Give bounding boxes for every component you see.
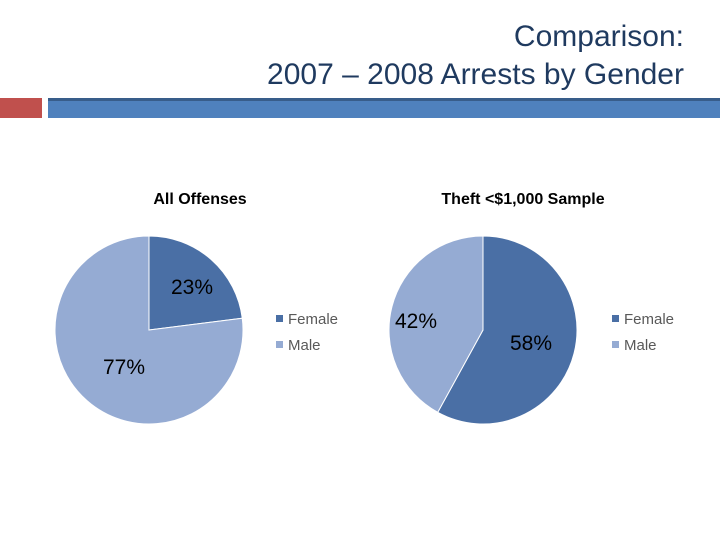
chart-2-legend-swatch-male — [612, 341, 619, 348]
chart-2-label-male: 42% — [395, 310, 437, 333]
chart-2-label-female: 58% — [510, 332, 552, 355]
chart-2-legend: Female Male — [612, 311, 674, 354]
pie-slice-male — [54, 235, 244, 425]
accent-bar-red — [0, 98, 42, 118]
chart-1-label-female: 23% — [171, 276, 213, 299]
pie-slice-male — [388, 235, 484, 414]
chart-1-legend: Female Male — [276, 311, 338, 354]
chart-1-legend-swatch-female — [276, 315, 283, 322]
chart-1-legend-male: Male — [288, 337, 321, 354]
accent-bar-blue — [48, 98, 720, 118]
chart-2-legend-female: Female — [624, 311, 674, 328]
chart-1-title: All Offenses — [153, 191, 246, 208]
chart-1-label-male: 77% — [103, 356, 145, 379]
chart-theft-sample: Theft <$1,000 Sample 42% 58% Female Male — [388, 191, 674, 425]
pie-slice-female — [437, 235, 578, 425]
slide-title: Comparison: 2007 – 2008 Arrests by Gende… — [84, 18, 684, 94]
chart-2-legend-male: Male — [624, 337, 657, 354]
chart-1-legend-female: Female — [288, 311, 338, 328]
accent-bar-blue-edge — [48, 98, 720, 101]
pie-slice-female — [148, 235, 243, 331]
chart-2-title: Theft <$1,000 Sample — [441, 191, 604, 208]
chart-2-legend-swatch-female — [612, 315, 619, 322]
slide-title-line-2: 2007 – 2008 Arrests by Gender — [267, 58, 684, 91]
chart-1-pie — [54, 235, 244, 425]
chart-1-legend-swatch-male — [276, 341, 283, 348]
chart-all-offenses: All Offenses 23% 77% Female Male — [54, 191, 338, 425]
slide-title-line-1: Comparison: — [513, 20, 684, 53]
chart-2-pie — [388, 235, 578, 425]
